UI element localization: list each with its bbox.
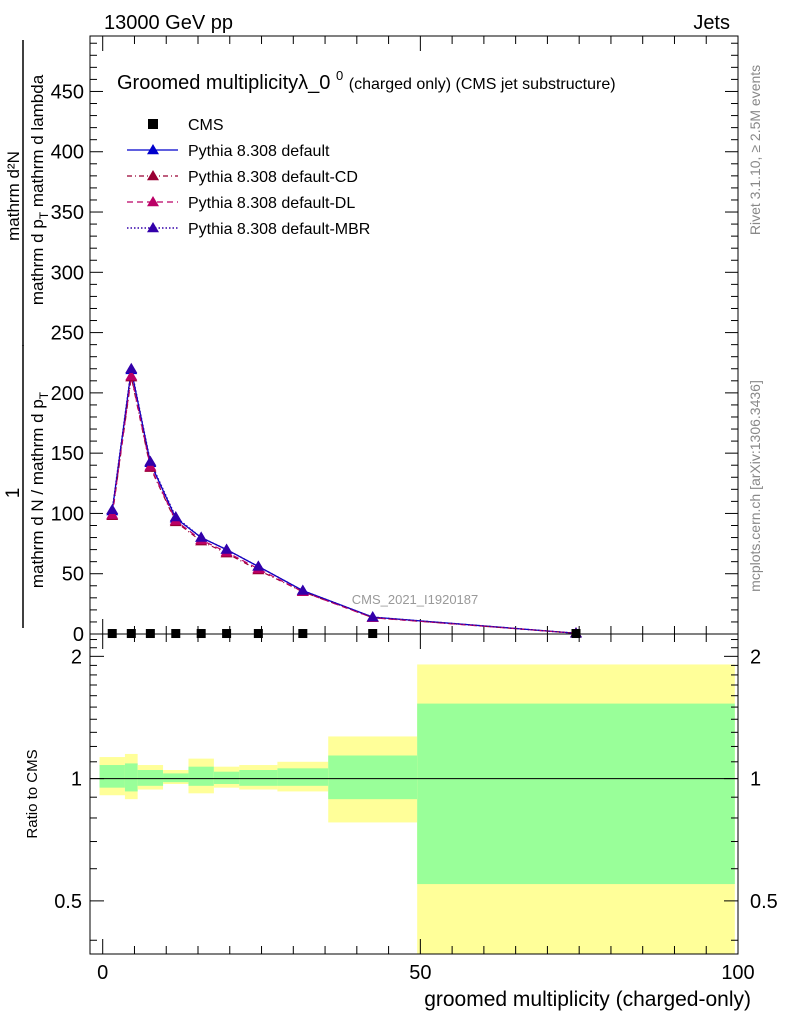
series-markers [106,362,582,638]
ratio-band-inner [277,768,329,786]
x-tick-label: 50 [409,962,431,984]
series-line-default_cd [111,377,577,634]
ylabel-prefactor-denominator-sub: T [37,391,51,399]
main-x-axis [102,36,739,634]
main-y-tick-label: 300 [51,262,84,284]
ratio-y-tick-label: 2 [71,646,82,668]
main-y-tick-label: 150 [51,443,84,465]
ratio-band-inner [188,766,214,786]
ylabel-prefactor-numerator: 1 [3,488,24,499]
x-tick-label: 0 [97,962,108,984]
chart-title-sup: 0 [336,68,343,83]
main-y-tick-label: 200 [51,383,84,405]
series-line-default_mbr [111,368,577,634]
legend-label-default_dl: Pythia 8.308 default-DL [188,195,355,212]
series-line-default [111,369,577,634]
chart-title-suffix: (charged only) (CMS jet substructure) [349,76,616,93]
legend-label-default_mbr: Pythia 8.308 default-MBR [188,221,370,238]
main-y-tick-label: 0 [73,624,84,646]
x-tick-label: 100 [721,962,754,984]
ratio-band-inner [163,773,189,783]
marker-default_mbr [220,543,233,554]
main-y-tick-label: 350 [51,202,84,224]
analysis-watermark: CMS_2021_I1920187 [352,592,479,607]
marker-default_mbr [106,503,119,515]
main-y-axis: 0 50 100 150 200 250 300 350 400 450 [51,42,738,646]
ratio-band-inner [213,771,240,784]
main-y-tick-label: 100 [51,503,84,525]
series-lines [111,368,577,634]
main-y-tick-label: 450 [51,81,84,103]
ratio-y-tick-label-right: 2 [750,646,761,668]
header-category-label: Jets [693,12,730,34]
ylabel-prefactor-denominator: mathrm d N / mathrm d pT [28,391,51,588]
ylabel-prefactor-denominator-text: mathrm d N / mathrm d p [28,399,47,588]
ratio-bands [99,664,735,954]
main-y-axis-title: 1 mathrm d N / mathrm d pT mathrm d²N ma… [3,40,51,628]
marker-default_mbr [252,560,265,571]
ratio-y-tick-label-right: 1 [750,769,761,791]
x-axis-title: groomed multiplicity (charged-only) [424,988,751,1011]
ratio-band-inner [99,765,125,788]
ylabel-denominator: mathrm d pT mathrm d lambda [28,74,51,305]
ratio-band-inner [417,703,735,885]
marker-default_mbr [169,511,182,522]
legend-label-default_cd: Pythia 8.308 default-CD [188,169,358,186]
ratio-y-tick-label-right: 0.5 [750,891,778,913]
legend-label-default: Pythia 8.308 default [188,143,330,160]
legend-marker-default_dl [147,196,159,207]
legend: CMS Pythia 8.308 default Pythia 8.308 defa… [127,117,370,238]
main-y-tick-label: 50 [62,564,84,586]
ratio-x-axis: 0 50 100 [97,634,755,984]
marker-default_mbr [366,611,379,622]
marker-default_mbr [296,584,309,595]
chart-title-main: Groomed multiplicityλ_0 [117,72,330,94]
ratio-band-inner [239,770,278,786]
series-line-default_dl [111,375,577,634]
ylabel-denominator-text: mathrm d p [28,219,47,305]
ratio-y-axis-title: Ratio to CMS [24,749,41,838]
marker-default_mbr [125,362,138,373]
header-energy-label: 13000 GeV pp [104,12,233,34]
main-y-tick-label: 400 [51,142,84,164]
ratio-band-inner [124,763,138,792]
main-panel: 0 50 100 150 200 250 300 350 400 450 Groomed mult… [51,35,739,646]
rivet-version-label: Rivet 3.1.10, ≥ 2.5M events [747,65,763,235]
ratio-band-inner [328,755,418,800]
ylabel-denominator-suffix: mathrm d lambda [28,74,47,212]
ylabel-denominator-sub: T [37,211,51,219]
ratio-panel: 0.5 0.5 1 1 2 2 0 50 100 Ratio to CMS groomed m… [24,633,778,1011]
ratio-y-tick-label: 1 [71,769,82,791]
ratio-y-tick-label: 0.5 [54,891,82,913]
ratio-frame [89,633,739,955]
legend-marker-default_cd [147,170,159,181]
marker-default_dl [125,369,138,381]
chart-title: Groomed multiplicityλ_0 0 (charged only)… [117,63,616,94]
ratio-y-axis: 0.5 0.5 1 1 2 2 [54,639,778,941]
marker-default_mbr [144,455,157,466]
legend-marker-default_mbr [147,222,159,233]
marker-default_mbr [195,531,208,542]
ratio-band-inner [137,770,164,786]
legend-marker-cms [148,119,158,129]
main-y-tick-label: 250 [51,323,84,345]
legend-label-data: CMS [188,117,224,134]
ylabel-numerator: mathrm d²N [4,151,23,241]
legend-marker-default [147,144,159,155]
mcplots-label: mcplots.cern.ch [arXiv:1306.3436] [747,380,763,592]
